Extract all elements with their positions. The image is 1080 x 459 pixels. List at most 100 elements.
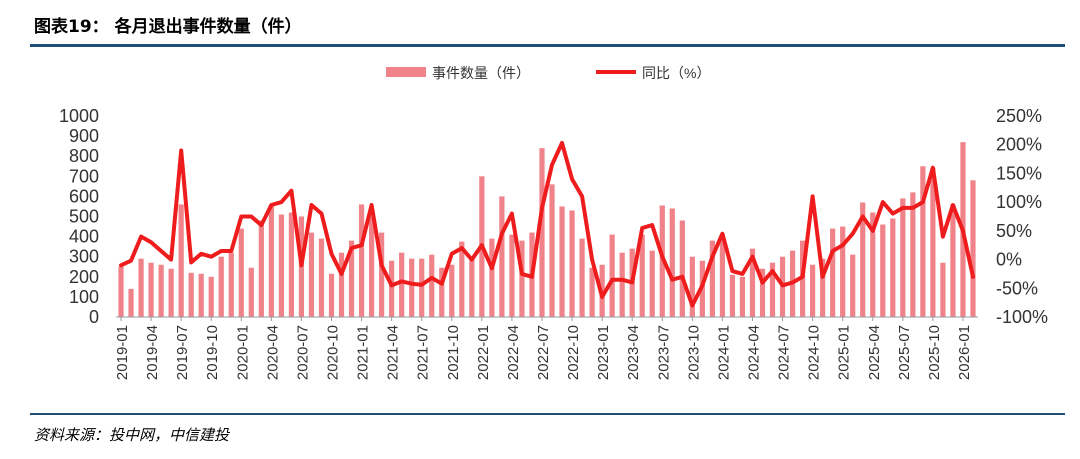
right-tick-label: -100% <box>996 307 1048 327</box>
left-tick-label: 200 <box>69 267 99 287</box>
bar <box>850 254 856 317</box>
x-tick-label: 2023-07 <box>655 325 672 380</box>
left-tick-label: 100 <box>69 287 99 307</box>
left-tick-label: 400 <box>69 227 99 247</box>
bar <box>489 238 495 317</box>
x-tick-label: 2025-01 <box>836 325 853 380</box>
x-tick-label: 2025-04 <box>866 325 883 380</box>
bar <box>749 248 756 317</box>
bar <box>880 224 886 317</box>
bar <box>759 268 766 317</box>
x-tick-label: 2022-07 <box>535 325 552 380</box>
bar <box>278 214 284 317</box>
bar <box>208 276 214 317</box>
bar <box>549 184 555 317</box>
x-tick-label: 2021-07 <box>415 325 432 380</box>
x-tick-label: 2022-01 <box>475 325 492 380</box>
bar <box>840 226 846 317</box>
bar <box>148 262 154 317</box>
bar <box>639 234 645 317</box>
bar-series <box>118 142 976 317</box>
bar <box>128 288 134 317</box>
top-divider <box>30 44 1065 47</box>
bar <box>409 258 415 317</box>
left-tick-label: 800 <box>69 146 99 166</box>
bar <box>178 204 184 317</box>
bar <box>709 240 715 317</box>
left-tick-label: 0 <box>89 307 99 327</box>
bar <box>539 148 545 317</box>
bar <box>419 258 425 317</box>
bar <box>910 192 916 317</box>
x-tick-label: 2020-07 <box>294 325 311 380</box>
x-tick-label: 2023-04 <box>625 325 642 380</box>
left-tick-label: 900 <box>69 126 99 146</box>
bar <box>328 273 335 317</box>
bar <box>920 166 926 317</box>
right-tick-label: -50% <box>996 278 1038 298</box>
left-tick-label: 1000 <box>59 106 99 126</box>
x-tick-label: 2025-10 <box>926 325 943 380</box>
bar <box>930 168 936 317</box>
bar <box>669 208 675 317</box>
x-tick-label: 2021-01 <box>355 325 372 380</box>
bar <box>900 198 906 317</box>
bar <box>338 252 345 317</box>
bar <box>188 272 194 317</box>
bar <box>950 204 956 317</box>
left-tick-label: 500 <box>69 207 99 227</box>
bar <box>168 268 174 317</box>
x-tick-label: 2020-10 <box>325 325 342 380</box>
bar <box>368 216 375 317</box>
x-tick-label: 2025-07 <box>896 325 913 380</box>
bar <box>469 258 475 317</box>
x-tick-label: 2026-01 <box>956 325 973 380</box>
bar <box>689 256 695 317</box>
source-note: 资料来源：投中网，中信建投 <box>34 426 230 444</box>
bar <box>218 256 224 317</box>
bar <box>248 267 254 317</box>
bar <box>459 241 465 317</box>
bar <box>830 228 836 317</box>
bar <box>439 267 445 317</box>
bar <box>559 206 565 317</box>
x-tick-label: 2021-04 <box>385 325 402 380</box>
left-tick-label: 300 <box>69 247 99 267</box>
x-tick-label: 2024-10 <box>806 325 823 380</box>
bar <box>679 220 685 317</box>
x-tick-label: 2022-10 <box>565 325 582 380</box>
right-tick-label: 250% <box>996 106 1042 126</box>
bar <box>509 234 515 317</box>
x-tick-label: 2019-10 <box>204 325 221 380</box>
legend-bar-swatch <box>386 67 426 77</box>
bar <box>890 218 896 317</box>
x-tick-label: 2023-01 <box>595 325 612 380</box>
chart: 事件数量（件） 同比（%） 01002003004005006007008009… <box>59 65 1048 380</box>
bar <box>719 234 726 317</box>
bar <box>619 252 625 317</box>
bar <box>589 267 595 317</box>
x-tick-label: 2020-04 <box>264 325 281 380</box>
bar <box>228 252 234 317</box>
bar <box>940 262 946 317</box>
right-tick-label: 50% <box>996 221 1032 241</box>
bar <box>288 212 295 317</box>
bar <box>118 266 124 317</box>
bar <box>399 252 405 317</box>
bar <box>519 240 525 317</box>
legend-line-label: 同比（%） <box>642 65 710 81</box>
bar <box>258 220 264 317</box>
x-tick-label: 2024-01 <box>715 325 732 380</box>
bar <box>820 258 826 317</box>
bar <box>870 212 876 317</box>
x-tick-label: 2022-04 <box>505 325 522 380</box>
x-tick-label: 2024-04 <box>745 325 762 380</box>
bar <box>358 204 365 317</box>
bar <box>649 250 655 317</box>
x-tick-label: 2019-04 <box>144 325 161 380</box>
x-tick-label: 2020-01 <box>234 325 251 380</box>
legend-bar-label: 事件数量（件） <box>432 65 530 81</box>
yoy-line-series <box>119 141 975 308</box>
bar <box>318 238 325 317</box>
